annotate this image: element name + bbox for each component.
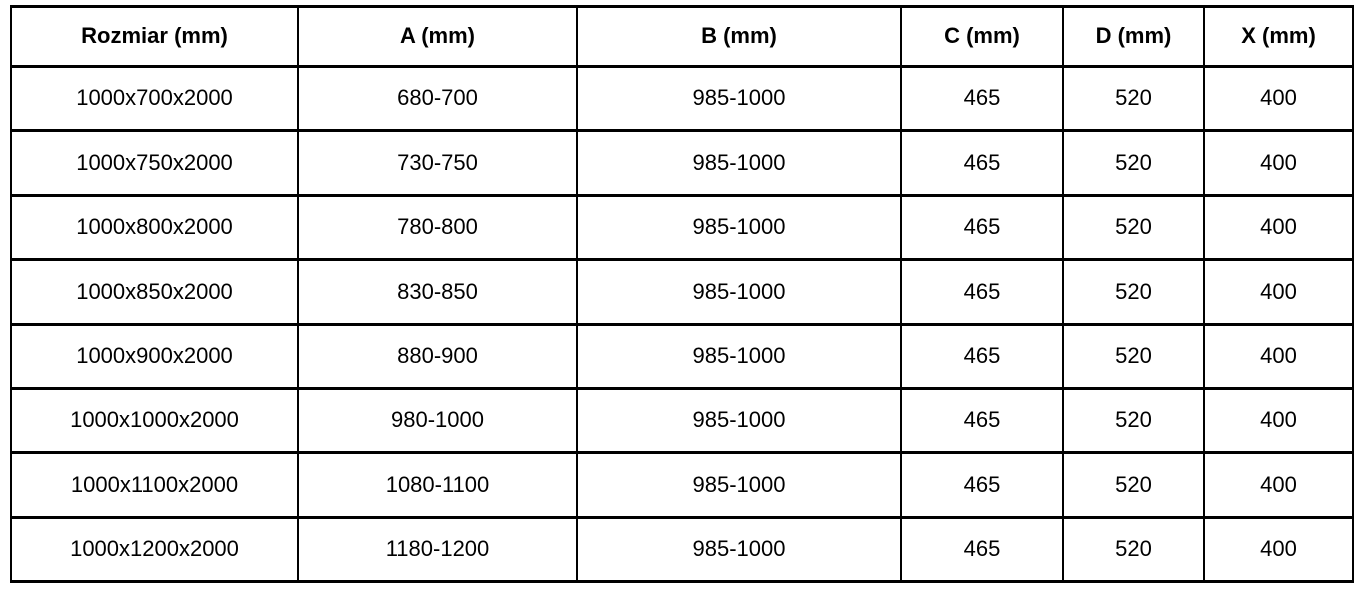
table-row: 1000x850x2000 830-850 985-1000 465 520 4…	[10, 258, 1354, 326]
cell-d: 520	[1062, 451, 1205, 519]
column-header-a: A (mm)	[297, 5, 578, 68]
cell-d: 520	[1062, 64, 1205, 133]
cell-a: 880-900	[297, 322, 578, 390]
cell-rozmiar: 1000x1000x2000	[10, 386, 299, 455]
cell-c: 465	[900, 451, 1064, 519]
cell-rozmiar: 1000x750x2000	[10, 129, 299, 197]
table-row: 1000x700x2000 680-700 985-1000 465 520 4…	[10, 64, 1354, 133]
cell-x: 400	[1203, 451, 1354, 519]
cell-d: 520	[1062, 129, 1205, 197]
column-header-x: X (mm)	[1203, 5, 1354, 68]
table-row: 1000x1100x2000 1080-1100 985-1000 465 52…	[10, 451, 1354, 519]
cell-c: 465	[900, 129, 1064, 197]
cell-x: 400	[1203, 258, 1354, 326]
cell-c: 465	[900, 386, 1064, 455]
table-row: 1000x800x2000 780-800 985-1000 465 520 4…	[10, 193, 1354, 262]
cell-x: 400	[1203, 322, 1354, 390]
table-row: 1000x900x2000 880-900 985-1000 465 520 4…	[10, 322, 1354, 390]
cell-rozmiar: 1000x800x2000	[10, 193, 299, 262]
cell-b: 985-1000	[576, 515, 902, 584]
column-header-b: B (mm)	[576, 5, 902, 68]
column-header-c: C (mm)	[900, 5, 1064, 68]
column-header-rozmiar: Rozmiar (mm)	[10, 5, 299, 68]
cell-c: 465	[900, 64, 1064, 133]
cell-a: 780-800	[297, 193, 578, 262]
column-header-d: D (mm)	[1062, 5, 1205, 68]
cell-a: 1180-1200	[297, 515, 578, 584]
cell-x: 400	[1203, 193, 1354, 262]
table-row: 1000x1000x2000 980-1000 985-1000 465 520…	[10, 386, 1354, 455]
cell-rozmiar: 1000x700x2000	[10, 64, 299, 133]
cell-rozmiar: 1000x1200x2000	[10, 515, 299, 584]
cell-a: 730-750	[297, 129, 578, 197]
cell-x: 400	[1203, 64, 1354, 133]
table-row: 1000x1200x2000 1180-1200 985-1000 465 52…	[10, 515, 1354, 584]
cell-a: 980-1000	[297, 386, 578, 455]
cell-b: 985-1000	[576, 64, 902, 133]
cell-a: 1080-1100	[297, 451, 578, 519]
cell-b: 985-1000	[576, 129, 902, 197]
cell-rozmiar: 1000x1100x2000	[10, 451, 299, 519]
cell-a: 830-850	[297, 258, 578, 326]
cell-a: 680-700	[297, 64, 578, 133]
cell-b: 985-1000	[576, 451, 902, 519]
cell-b: 985-1000	[576, 322, 902, 390]
table-row: 1000x750x2000 730-750 985-1000 465 520 4…	[10, 129, 1354, 197]
header-row: Rozmiar (mm) A (mm) B (mm) C (mm) D (mm)…	[10, 5, 1354, 68]
cell-d: 520	[1062, 322, 1205, 390]
cell-rozmiar: 1000x850x2000	[10, 258, 299, 326]
cell-rozmiar: 1000x900x2000	[10, 322, 299, 390]
cell-c: 465	[900, 515, 1064, 584]
cell-c: 465	[900, 322, 1064, 390]
cell-x: 400	[1203, 129, 1354, 197]
cell-b: 985-1000	[576, 386, 902, 455]
cell-x: 400	[1203, 386, 1354, 455]
cell-d: 520	[1062, 193, 1205, 262]
cell-c: 465	[900, 258, 1064, 326]
cell-d: 520	[1062, 386, 1205, 455]
cell-d: 520	[1062, 515, 1205, 584]
cell-b: 985-1000	[576, 193, 902, 262]
cell-b: 985-1000	[576, 258, 902, 326]
cell-c: 465	[900, 193, 1064, 262]
cell-x: 400	[1203, 515, 1354, 584]
size-spec-table: Rozmiar (mm) A (mm) B (mm) C (mm) D (mm)…	[10, 5, 1354, 584]
cell-d: 520	[1062, 258, 1205, 326]
